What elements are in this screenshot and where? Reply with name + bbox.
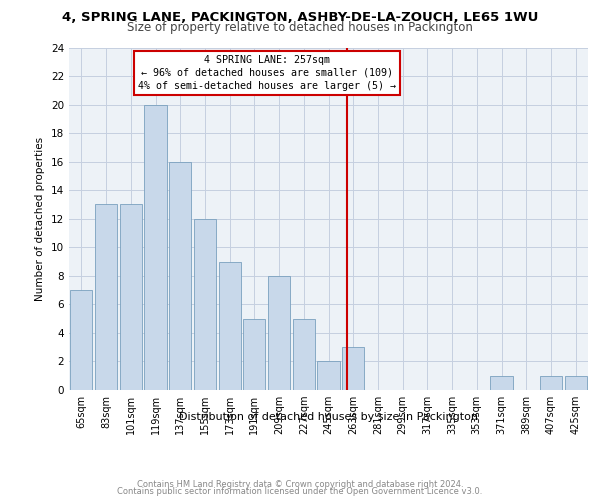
Bar	[145, 104, 167, 390]
Bar	[194, 219, 216, 390]
Text: Contains public sector information licensed under the Open Government Licence v3: Contains public sector information licen…	[118, 487, 482, 496]
Bar	[293, 318, 315, 390]
Text: Size of property relative to detached houses in Packington: Size of property relative to detached ho…	[127, 21, 473, 34]
Bar	[169, 162, 191, 390]
Bar	[490, 376, 512, 390]
Bar	[565, 376, 587, 390]
Text: 4 SPRING LANE: 257sqm
← 96% of detached houses are smaller (109)
4% of semi-deta: 4 SPRING LANE: 257sqm ← 96% of detached …	[138, 54, 396, 91]
Bar	[317, 362, 340, 390]
Bar	[243, 318, 265, 390]
Y-axis label: Number of detached properties: Number of detached properties	[35, 136, 46, 301]
Bar	[268, 276, 290, 390]
Text: 4, SPRING LANE, PACKINGTON, ASHBY-DE-LA-ZOUCH, LE65 1WU: 4, SPRING LANE, PACKINGTON, ASHBY-DE-LA-…	[62, 11, 538, 24]
Bar	[218, 262, 241, 390]
Bar	[540, 376, 562, 390]
Bar	[342, 347, 364, 390]
Text: Distribution of detached houses by size in Packington: Distribution of detached houses by size …	[179, 412, 478, 422]
Bar	[119, 204, 142, 390]
Bar	[95, 204, 117, 390]
Text: Contains HM Land Registry data © Crown copyright and database right 2024.: Contains HM Land Registry data © Crown c…	[137, 480, 463, 489]
Bar	[70, 290, 92, 390]
